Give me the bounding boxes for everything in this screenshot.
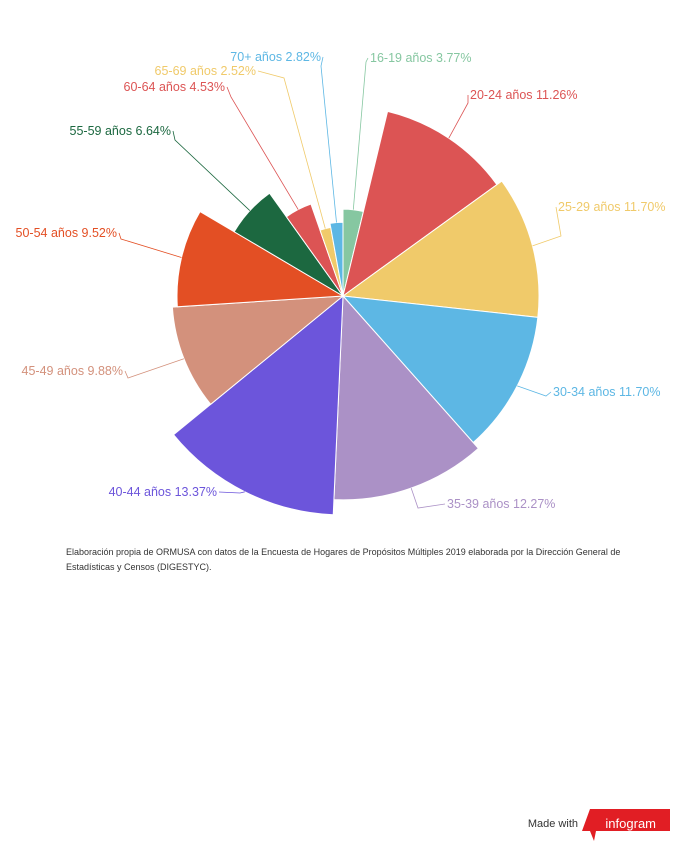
leader-lines-layer bbox=[118, 56, 562, 509]
pie-slice[interactable] bbox=[171, 295, 345, 405]
slices-layer bbox=[171, 110, 540, 516]
leader-line bbox=[218, 491, 245, 494]
slice-label: 30-34 años 11.70% bbox=[553, 385, 661, 399]
slice-label: 65-69 años 2.52% bbox=[155, 64, 256, 78]
leader-line bbox=[532, 206, 562, 247]
made-with-text: Made with bbox=[527, 818, 578, 830]
slice-label: 45-49 años 9.88% bbox=[22, 364, 123, 378]
variable-radius-pie-chart: 16-19 años 3.77% 20-24 años 11.26% 25-29 a… bbox=[16, 50, 666, 516]
pie-slice[interactable] bbox=[341, 295, 539, 444]
leader-line bbox=[172, 130, 251, 211]
leader-line bbox=[410, 487, 446, 509]
infogram-logo[interactable] bbox=[582, 809, 670, 841]
slice-label: 50-54 años 9.52% bbox=[16, 226, 117, 240]
pie-slice[interactable] bbox=[176, 210, 345, 308]
slice-label: 16-19 años 3.77% bbox=[370, 51, 471, 65]
slice-label: 60-64 años 4.53% bbox=[124, 80, 225, 94]
leader-line bbox=[124, 358, 185, 379]
leader-line bbox=[352, 57, 369, 210]
slice-label: 25-29 años 11.70% bbox=[558, 200, 666, 214]
leader-line bbox=[320, 56, 337, 223]
slice-label: 55-59 años 6.64% bbox=[70, 124, 171, 138]
pie-slice[interactable] bbox=[342, 110, 498, 298]
leader-line bbox=[448, 95, 469, 139]
leader-line bbox=[226, 86, 299, 210]
leader-line bbox=[257, 70, 326, 229]
pie-slice[interactable] bbox=[172, 294, 344, 516]
labels-layer: 16-19 años 3.77% 20-24 años 11.26% 25-29 a… bbox=[16, 50, 666, 511]
source-note: Elaboración propia de ORMUSA con datos d… bbox=[66, 547, 621, 572]
slice-label: 20-24 años 11.26% bbox=[470, 88, 578, 102]
leader-line bbox=[517, 385, 552, 397]
footer: Made with infogram bbox=[470, 809, 670, 841]
slice-label: 70+ años 2.82% bbox=[230, 50, 321, 64]
pie-slice[interactable] bbox=[233, 192, 344, 297]
infogram-brand-text: infogram bbox=[605, 816, 656, 831]
infogram-badge-shape bbox=[582, 809, 670, 841]
slice-label: 35-39 años 12.27% bbox=[447, 497, 555, 511]
leader-line bbox=[118, 232, 182, 258]
pie-slice[interactable] bbox=[341, 180, 540, 318]
slice-label: 40-44 años 13.37% bbox=[109, 485, 217, 499]
